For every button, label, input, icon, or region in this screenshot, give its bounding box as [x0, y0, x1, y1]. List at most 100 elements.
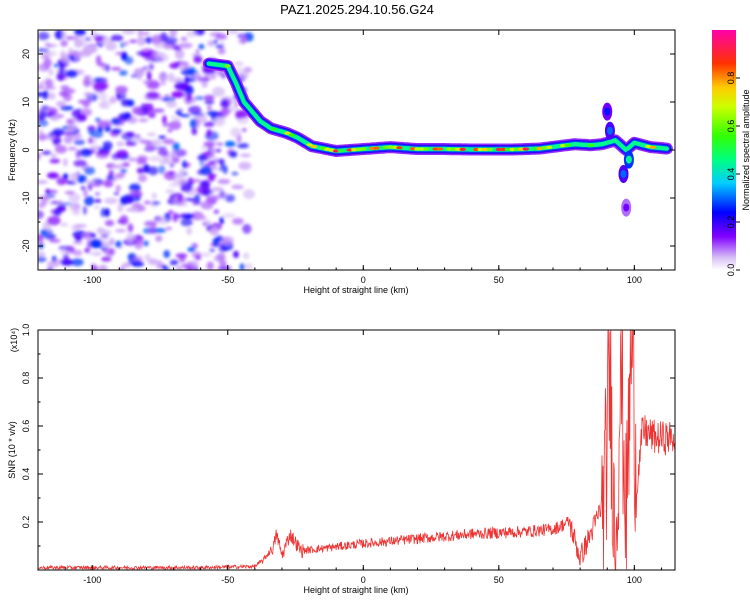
snr-series-line [38, 330, 675, 570]
noise-blob [170, 115, 177, 120]
noise-blob [204, 94, 215, 100]
noise-blob [64, 191, 75, 195]
noise-blob [60, 39, 68, 47]
noise-blob [136, 36, 146, 46]
noise-blob [140, 67, 147, 71]
ridge-peak [445, 147, 453, 151]
scatter-blob-core [625, 155, 632, 164]
noise-blob [144, 36, 153, 44]
noise-blob [138, 174, 147, 183]
noise-blob [83, 77, 91, 88]
noise-blob [119, 196, 128, 206]
noise-blob [87, 125, 96, 131]
noise-blob [180, 218, 193, 227]
noise-blob [90, 129, 104, 139]
y-tick-label: 20 [21, 49, 31, 59]
noise-blob [219, 216, 224, 225]
noise-blob [217, 47, 226, 55]
noise-blob [131, 261, 145, 267]
noise-blob [242, 223, 252, 234]
noise-blob [38, 31, 50, 41]
y-tick-label: 10 [21, 97, 31, 107]
noise-blob [40, 54, 50, 59]
noise-blob [66, 118, 75, 125]
noise-blob [74, 235, 82, 242]
noise-blob [180, 36, 188, 42]
noise-blob [82, 206, 88, 215]
ridge-peak [587, 143, 595, 147]
noise-blob [60, 105, 74, 111]
noise-blob [218, 260, 227, 266]
noise-blob [44, 44, 58, 48]
noise-blob [119, 215, 129, 225]
colorbar-tick-label: 0.6 [726, 120, 736, 133]
noise-blob [120, 42, 125, 48]
noise-blob [49, 239, 61, 243]
noise-blob [190, 70, 199, 74]
noise-blob [41, 150, 52, 155]
noise-blob [178, 42, 193, 49]
ridge-peak [360, 147, 367, 151]
noise-blob [71, 35, 85, 41]
noise-blob [194, 254, 202, 261]
figure-title: PAZ1.2025.294.10.56.G24 [280, 2, 434, 17]
noise-blob [41, 195, 48, 206]
noise-blob [174, 49, 185, 60]
noise-blob [116, 141, 125, 147]
noise-blob [127, 223, 134, 233]
noise-blob [172, 212, 179, 222]
noise-blob [203, 121, 216, 127]
noise-blob [38, 180, 48, 184]
ridge-peak [450, 147, 457, 151]
noise-blob [171, 156, 180, 164]
noise-blob [74, 40, 87, 47]
x-tick-label: 0 [361, 275, 366, 285]
noise-blob [156, 217, 169, 225]
noise-blob [188, 105, 202, 115]
ridge-peak [224, 64, 231, 68]
noise-blob [126, 233, 135, 243]
noise-blob [50, 116, 60, 121]
noise-blob [93, 82, 108, 92]
noise-blob [110, 34, 124, 42]
noise-blob [109, 238, 115, 246]
noise-blob [186, 30, 198, 38]
noise-blob [221, 236, 234, 246]
noise-blob [219, 158, 225, 168]
noise-blob [129, 39, 138, 43]
noise-blob [173, 149, 187, 157]
noise-blob [38, 251, 46, 258]
noise-blob [169, 30, 178, 37]
noise-blob [83, 75, 92, 79]
noise-blob [146, 132, 156, 136]
noise-blob [237, 143, 249, 149]
noise-blob [200, 201, 214, 210]
noise-blob [92, 265, 98, 270]
colorbar-tick-label: 0.2 [726, 216, 736, 229]
noise-blob [175, 109, 183, 116]
x-tick-label: 50 [494, 275, 504, 285]
noise-blob [143, 240, 149, 247]
y-tick-label: 0.2 [21, 516, 31, 529]
scatter-blob-core [623, 203, 630, 212]
noise-blob [165, 226, 172, 231]
snr-y-axis-label: SNR (10 * v/v) [7, 421, 17, 479]
noise-blob [163, 250, 170, 259]
noise-blob [116, 93, 121, 101]
noise-blob [63, 158, 68, 167]
noise-blob [84, 196, 95, 206]
noise-blob [45, 78, 54, 88]
noise-blob [138, 118, 149, 123]
noise-blob [93, 205, 100, 210]
noise-blob [194, 193, 201, 204]
noise-blob [187, 247, 196, 253]
noise-blob [110, 118, 122, 125]
noise-blob [209, 226, 219, 236]
x-tick-label: -50 [221, 575, 234, 585]
y-tick-label: 0.6 [21, 420, 31, 433]
noise-blob [56, 200, 64, 205]
noise-blob [227, 99, 233, 105]
noise-blob [245, 263, 253, 270]
